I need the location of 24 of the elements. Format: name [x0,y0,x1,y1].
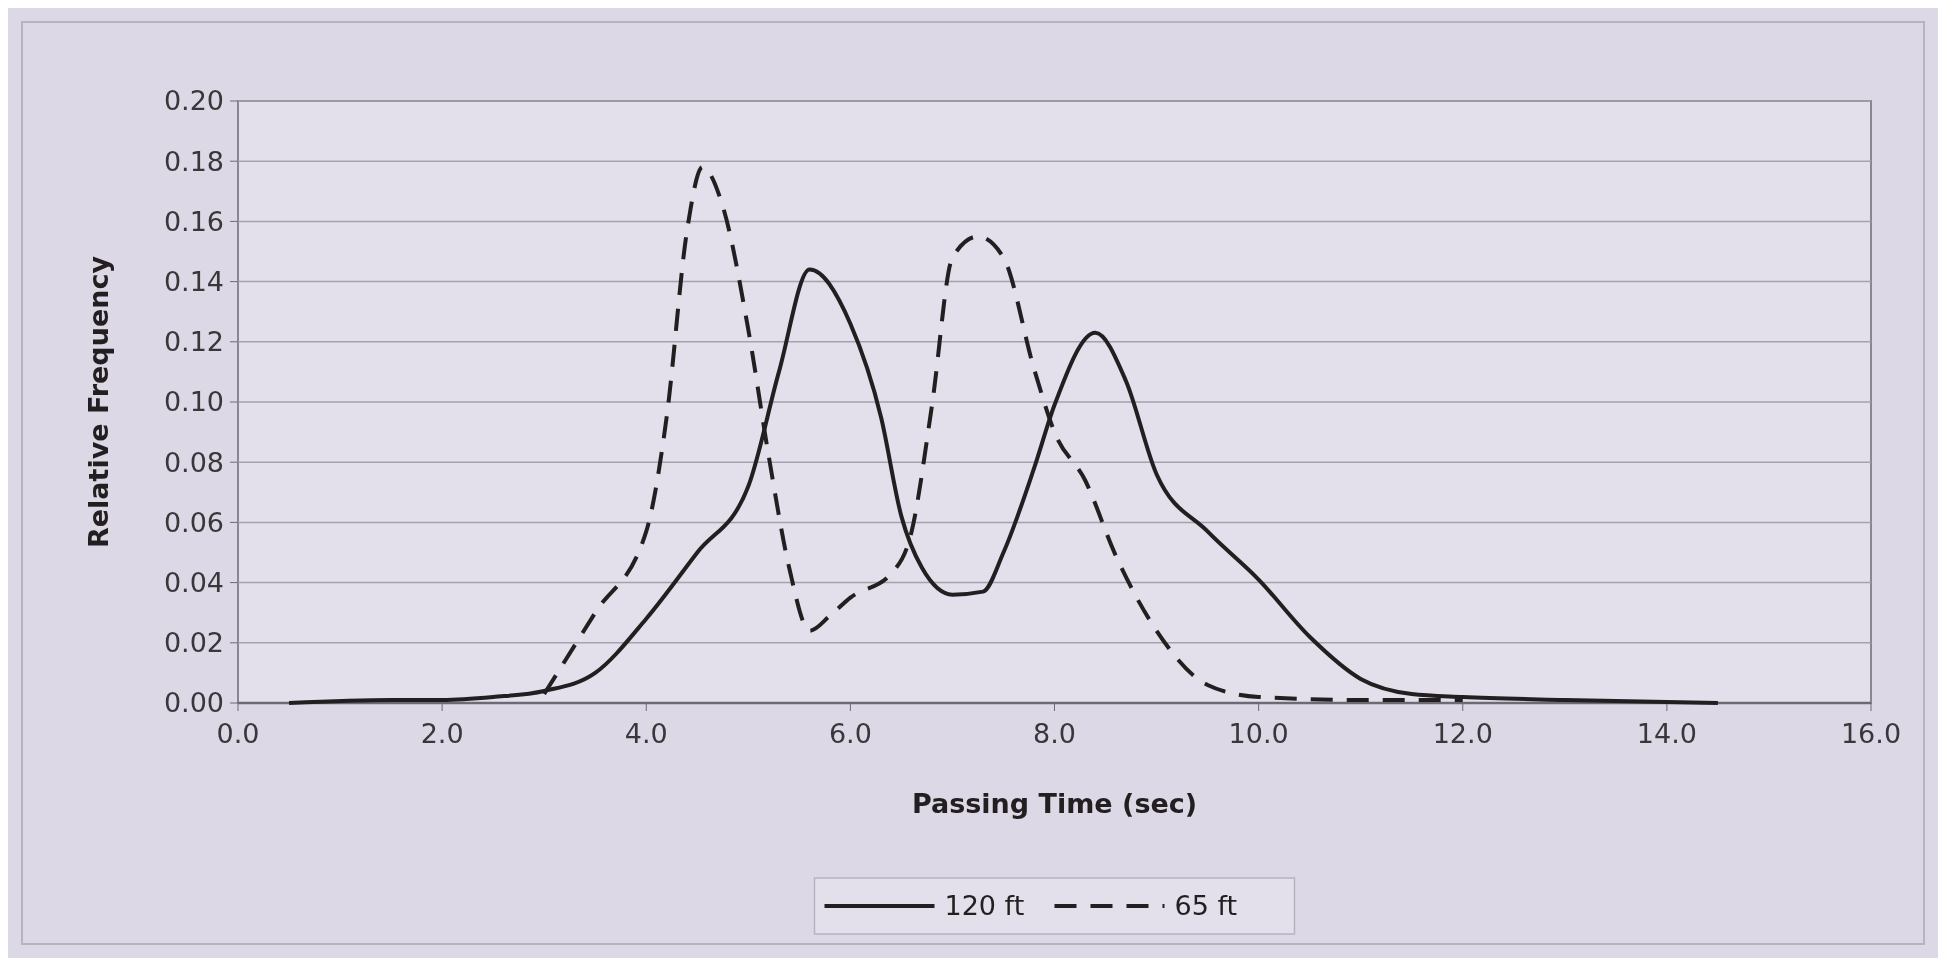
y-tick-label: 0.14 [163,266,224,298]
x-tick-label: 12.0 [1432,718,1493,749]
x-tick-label: 8.0 [1033,718,1076,749]
y-tick-label: 0.18 [163,145,224,177]
x-tick-label: 4.0 [624,718,668,749]
x-tick-label: 2.0 [420,718,464,749]
y-axis-title: Relative Frequency [83,255,114,549]
y-tick-label: 0.08 [163,446,224,478]
x-tick-label: 0.0 [216,718,260,749]
x-tick-label: 10.0 [1228,718,1289,749]
x-tick-label: 16.0 [1840,718,1902,749]
x-tick-label: 14.0 [1636,718,1697,749]
x-tick-label: 6.0 [828,718,872,749]
y-tick-label: 0.20 [163,85,224,117]
legend-label: 120 ft [944,890,1025,922]
y-tick-label: 0.10 [163,386,224,418]
x-axis-title: Passing Time (sec) [911,788,1198,819]
y-tick-label: 0.02 [163,627,224,659]
y-tick-label: 0.04 [163,567,224,599]
y-tick-label: 0.06 [163,506,224,538]
legend-label: 65 ft [1174,890,1238,922]
y-tick-label: 0.00 [163,687,224,719]
y-tick-label: 0.16 [163,205,224,237]
y-tick-label: 0.12 [163,326,224,358]
